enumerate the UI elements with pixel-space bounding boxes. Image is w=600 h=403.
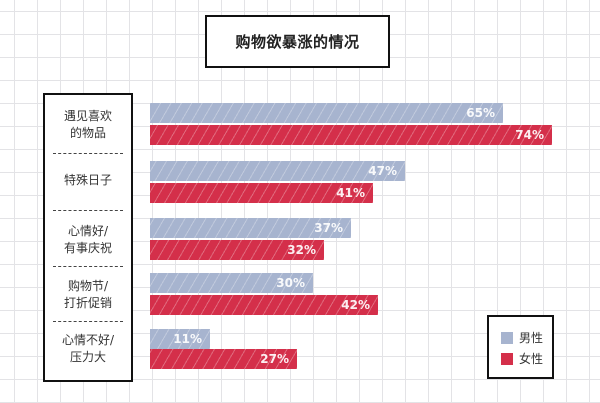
bar-value-label: 11% (173, 332, 202, 346)
category-label-5-line1: 心情不好/ (61, 333, 115, 347)
bar-male-1: 65% (150, 103, 503, 123)
bar-value-label: 37% (314, 221, 343, 235)
bar-male-5: 11% (150, 329, 210, 349)
category-label-1-line2: 的物品 (69, 126, 106, 140)
category-label-1-line1: 遇见喜欢 (63, 109, 112, 123)
category-label-4-line2: 打折促销 (63, 296, 112, 310)
bar-female-1: 74% (150, 125, 552, 145)
bar-female-5: 27% (150, 349, 297, 369)
legend-item-male: 男性 (501, 329, 543, 346)
legend-item-female: 女性 (501, 350, 543, 367)
bar-male-3: 37% (150, 218, 351, 238)
category-label-3: 心情好/ 有事庆祝 (45, 223, 131, 257)
bar-value-label: 42% (341, 298, 370, 312)
bar-value-label: 74% (515, 128, 544, 142)
category-label-panel: 遇见喜欢 的物品 特殊日子 心情好/ 有事庆祝 购物节/ 打折促销 心情不好/ … (43, 93, 133, 382)
bar-female-2: 41% (150, 183, 373, 203)
category-label-2: 特殊日子 (45, 172, 131, 189)
separator (53, 210, 123, 211)
legend: 男性 女性 (487, 315, 554, 379)
category-label-5: 心情不好/ 压力大 (45, 332, 131, 366)
category-label-2-line1: 特殊日子 (63, 173, 112, 187)
legend-label-male: 男性 (519, 331, 544, 345)
bar-value-label: 41% (336, 186, 365, 200)
category-label-5-line2: 压力大 (69, 350, 106, 364)
legend-swatch-female (501, 352, 513, 365)
separator (53, 266, 123, 267)
bar-value-label: 32% (287, 243, 316, 257)
bar-male-2: 47% (150, 161, 405, 181)
bar-value-label: 47% (368, 164, 397, 178)
chart-title: 购物欲暴涨的情况 (205, 15, 390, 68)
category-label-1: 遇见喜欢 的物品 (45, 108, 131, 142)
category-label-3-line2: 有事庆祝 (63, 241, 112, 255)
bar-female-3: 32% (150, 240, 324, 260)
bar-value-label: 65% (466, 106, 495, 120)
separator (53, 153, 123, 154)
bar-female-4: 42% (150, 295, 378, 315)
category-label-3-line1: 心情好/ (67, 224, 109, 238)
legend-swatch-male (501, 331, 513, 344)
legend-label-female: 女性 (519, 352, 544, 366)
separator (53, 321, 123, 322)
bar-value-label: 27% (260, 352, 289, 366)
category-label-4-line1: 购物节/ (67, 279, 109, 293)
bar-value-label: 30% (276, 276, 305, 290)
category-label-4: 购物节/ 打折促销 (45, 278, 131, 312)
bar-male-4: 30% (150, 273, 313, 293)
